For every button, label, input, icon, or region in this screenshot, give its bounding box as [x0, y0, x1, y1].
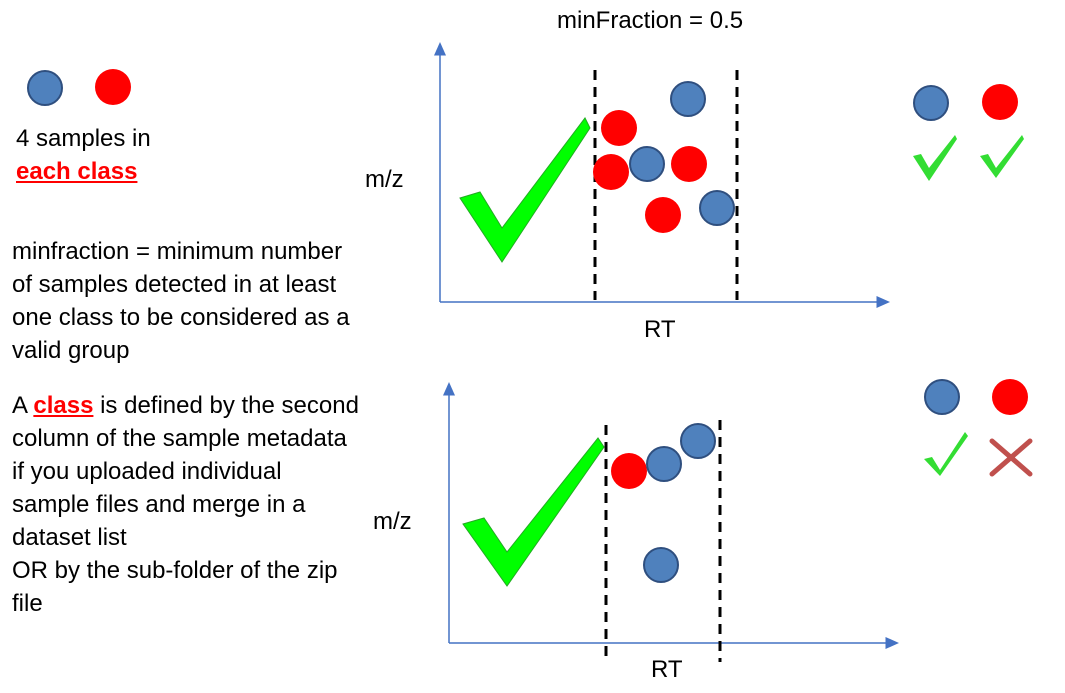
class-text-prefix: A — [12, 392, 34, 419]
top-sample-red — [601, 110, 637, 146]
legend-blue-dot — [27, 70, 63, 106]
legend-samples-line1: 4 samples in — [16, 125, 151, 152]
definition-line: valid group — [12, 337, 130, 364]
top-result-red-check-icon — [980, 135, 1024, 178]
top-big-check-icon — [459, 117, 591, 263]
bottom-x-axis-label: RT — [651, 656, 683, 683]
class-explanation-block: A class is defined by the second column … — [12, 389, 359, 620]
top-sample-red — [671, 146, 707, 182]
class-explanation-line: if you uploaded individual — [12, 458, 282, 485]
top-sample-red — [645, 197, 681, 233]
class-text-highlight: class — [33, 392, 94, 419]
bottom-sample-blue — [646, 446, 682, 482]
class-explanation-first-line: A class is defined by the second — [12, 389, 359, 422]
diagram-title: minFraction = 0.5 — [557, 7, 744, 34]
bottom-sample-blue — [680, 423, 716, 459]
top-result-blue-dot — [913, 85, 949, 121]
bottom-sample-red — [611, 453, 647, 489]
definition-block: minfraction = minimum number of samples … — [12, 235, 350, 367]
top-y-axis-label: m/z — [365, 166, 404, 193]
bottom-panel — [443, 379, 1033, 662]
bottom-sample-blue — [643, 547, 679, 583]
bottom-result-blue-check-icon — [924, 432, 968, 476]
bottom-result-red-cross-icon — [989, 438, 1033, 477]
class-text-suffix: is defined by the second — [93, 392, 359, 419]
top-result-blue-check-icon — [913, 135, 957, 181]
bottom-result-blue-dot — [924, 379, 960, 415]
top-sample-blue — [670, 81, 706, 117]
bottom-result-red-dot — [992, 379, 1028, 415]
legend-samples-line2: each class — [16, 158, 138, 185]
class-explanation-line: file — [12, 590, 43, 617]
top-result-red-dot — [982, 84, 1018, 120]
top-x-axis-label: RT — [644, 316, 676, 343]
top-panel — [434, 42, 1024, 308]
class-explanation-line: column of the sample metadata — [12, 425, 347, 452]
class-explanation-line: OR by the sub-folder of the zip — [12, 557, 338, 584]
legend-red-dot — [95, 69, 131, 105]
definition-line: of samples detected in at least — [12, 271, 337, 298]
top-sample-blue — [699, 190, 735, 226]
definition-line: minfraction = minimum number — [12, 238, 343, 265]
bottom-big-check-icon — [462, 437, 605, 587]
class-explanation-line: sample files and merge in a — [12, 491, 306, 518]
class-explanation-line: dataset list — [12, 524, 127, 551]
definition-line: one class to be considered as a — [12, 304, 350, 331]
top-sample-red — [593, 154, 629, 190]
top-sample-blue — [629, 146, 665, 182]
bottom-y-axis-label: m/z — [373, 508, 412, 535]
